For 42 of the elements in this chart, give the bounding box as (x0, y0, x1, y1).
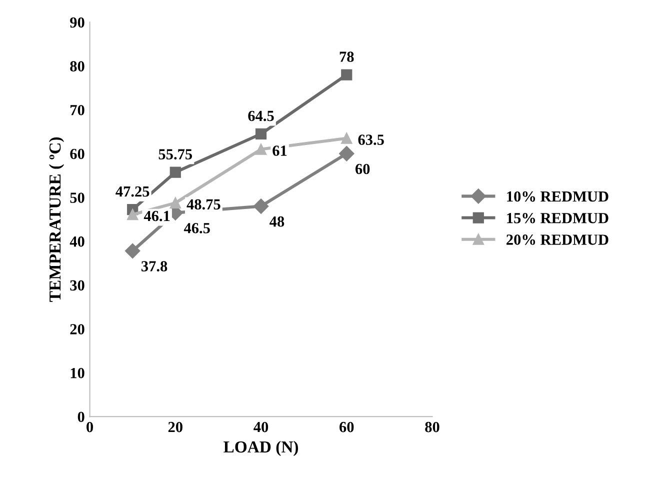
data-label: 46.1 (144, 210, 170, 222)
point (255, 128, 267, 140)
legend-label: 20% REDMUD (506, 234, 608, 245)
data-label: 48 (270, 216, 284, 227)
x-tick-label: 0 (86, 422, 94, 432)
point (253, 198, 269, 214)
data-label: 46.5 (184, 223, 210, 234)
y-tick-label: 30 (70, 280, 84, 291)
point (125, 243, 140, 259)
point (170, 197, 181, 209)
y-tick-label: 0 (78, 412, 84, 422)
y-tick-label: 90 (70, 17, 84, 28)
point (170, 166, 181, 178)
y-tick-label: 40 (70, 236, 84, 247)
data-label: 55.75 (158, 149, 192, 160)
y-axis-title: TEMPERATURE ( ºC) (48, 137, 64, 302)
x-tick-label: 80 (425, 422, 440, 432)
y-tick-label: 70 (70, 104, 84, 116)
point (339, 146, 354, 162)
x-tick-label: 40 (254, 422, 268, 432)
data-label: 63.5 (358, 134, 384, 145)
point (127, 209, 138, 220)
legend-label: 10% REDMUD (507, 191, 608, 202)
point (255, 144, 267, 155)
y-tick-label: 60 (70, 148, 84, 160)
data-label: 61 (272, 146, 287, 156)
data-label: 37.8 (141, 261, 168, 272)
data-label: 60 (355, 164, 370, 174)
point (341, 69, 352, 80)
y-tick-label: 80 (70, 61, 84, 72)
y-tick-label: 20 (70, 324, 84, 334)
y-tick-label: 50 (70, 192, 84, 203)
point (341, 132, 352, 144)
legend-label: 15% REDMUD (507, 212, 608, 224)
y-tick-label: 10 (70, 368, 84, 378)
data-label: 64.5 (248, 110, 274, 122)
x-tick-label: 60 (340, 422, 354, 432)
data-label: 48.75 (186, 199, 220, 210)
data-label: 78 (340, 52, 354, 62)
data-label: 47.25 (116, 186, 150, 197)
x-tick-label: 20 (168, 422, 182, 432)
x-axis-title: LOAD (N) (224, 440, 298, 456)
